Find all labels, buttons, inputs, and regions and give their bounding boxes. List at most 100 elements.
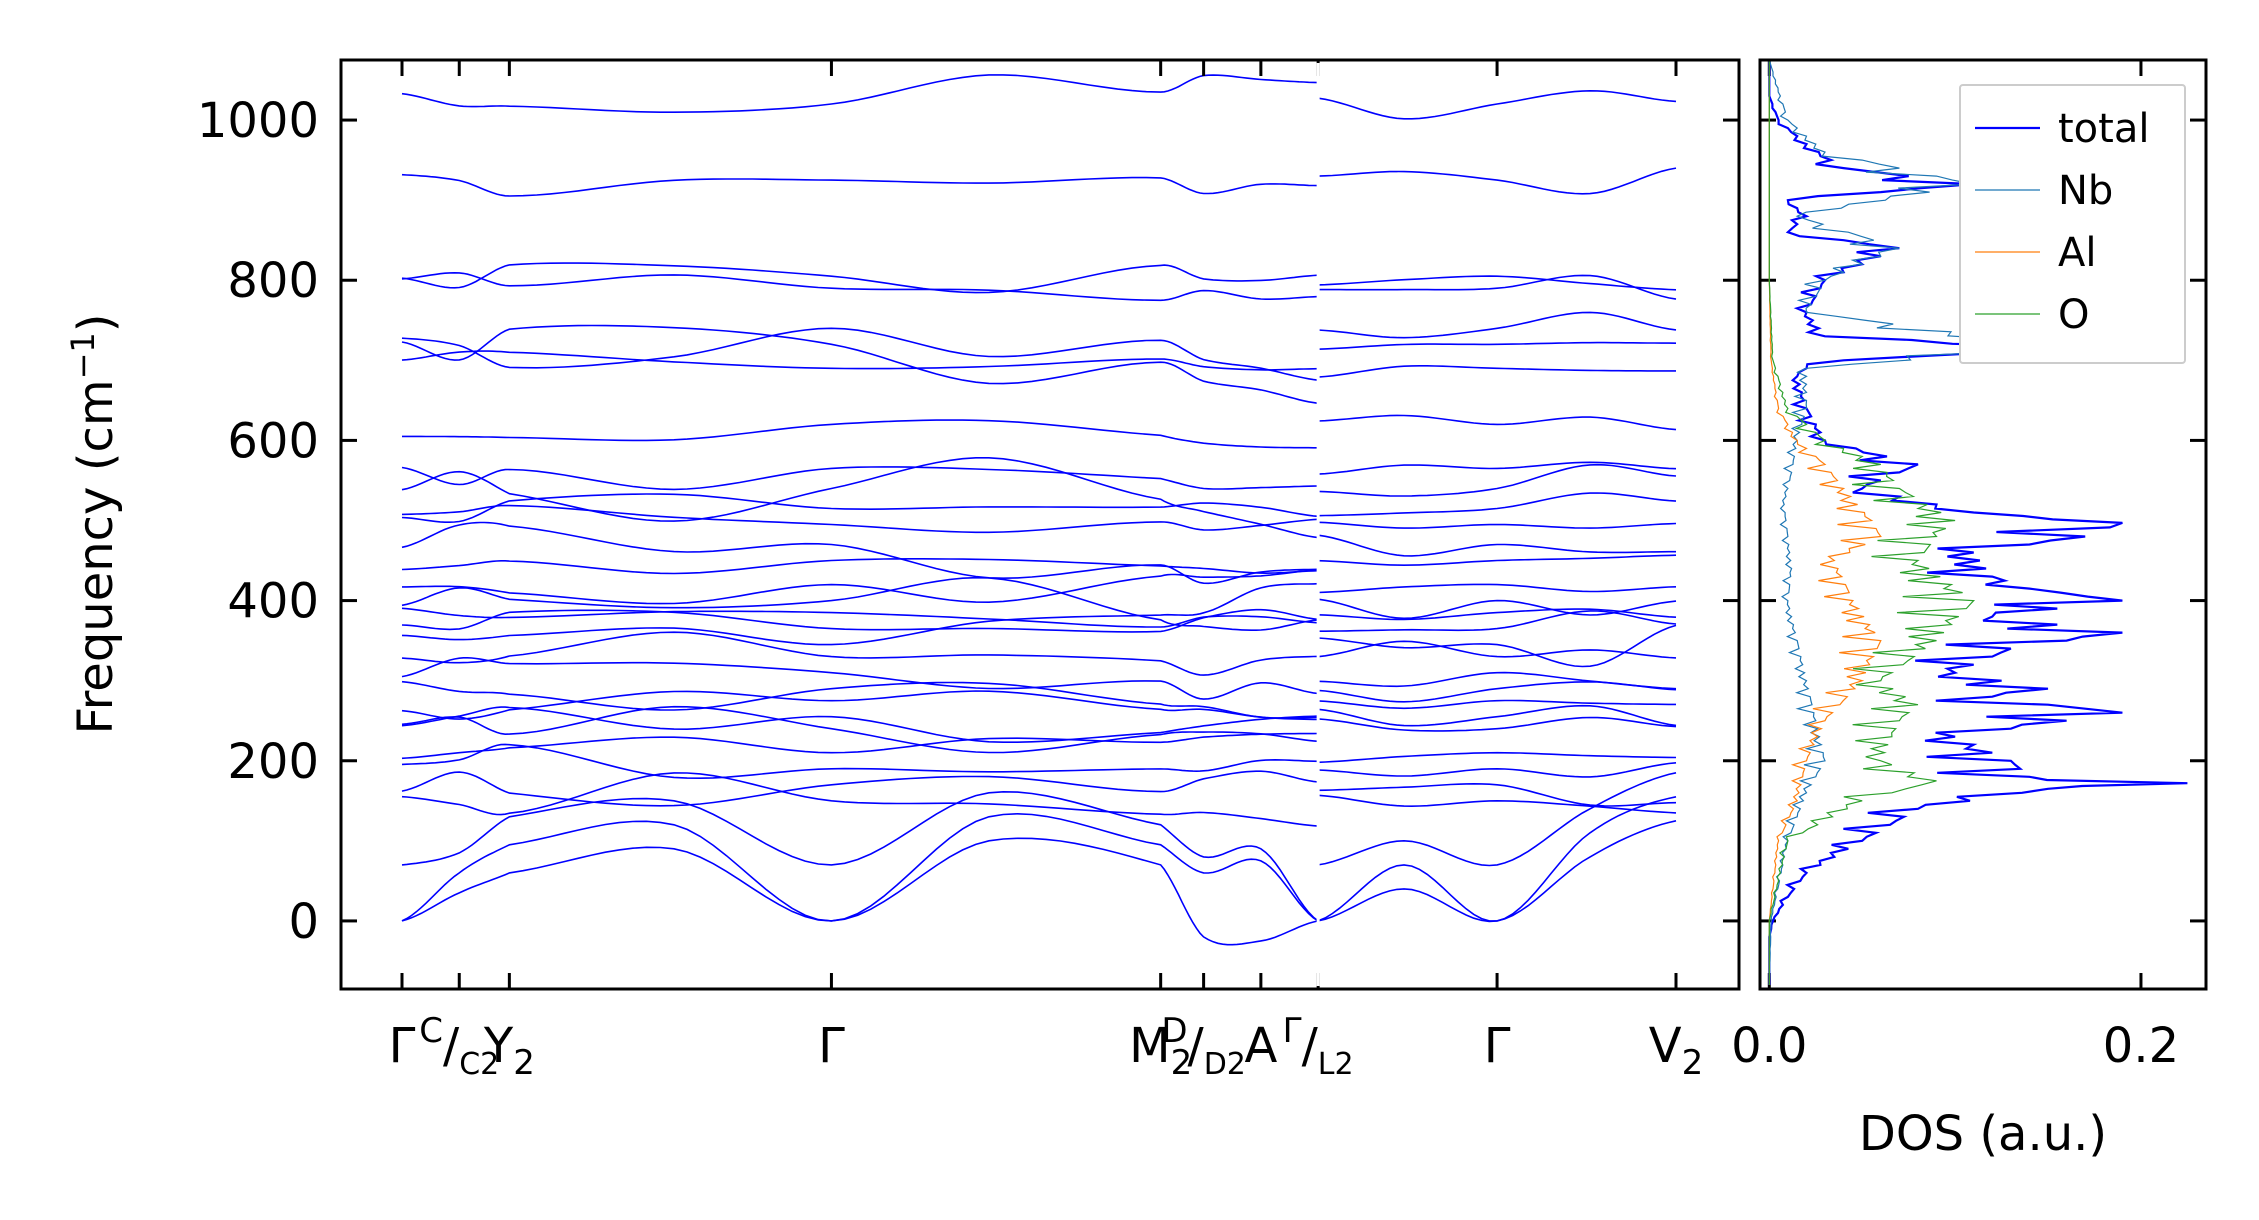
y-axis-title-close: ) bbox=[68, 313, 124, 332]
phonon-band bbox=[401, 770, 1319, 807]
high-symmetry-label-c-c2: C/C2 bbox=[419, 1011, 499, 1082]
phonon-band bbox=[401, 262, 1319, 294]
phonon-band bbox=[1317, 772, 1677, 867]
phonon-band bbox=[401, 732, 1319, 760]
phonon-band bbox=[1318, 414, 1677, 431]
phonon-band bbox=[401, 772, 1319, 827]
high-symmetry-label-g2: Γ bbox=[818, 1018, 845, 1074]
phonon-band bbox=[401, 631, 1319, 676]
dos-series-o bbox=[1768, 60, 1976, 985]
dos-panel: 0.0 0.2 DOS (a.u.) total Nb Al O bbox=[1731, 58, 2208, 1162]
phonon-band bbox=[401, 608, 1319, 633]
phonon-band bbox=[1318, 610, 1677, 632]
dos-x-tick-labels: 0.0 0.2 bbox=[1731, 1018, 2179, 1074]
phonon-band bbox=[401, 504, 1319, 534]
phonon-band bbox=[1317, 89, 1677, 120]
phonon-band bbox=[401, 706, 1319, 743]
high-symmetry-label-m2: M2 bbox=[1129, 1018, 1192, 1083]
dos-axes-frame bbox=[1758, 58, 2208, 991]
legend-label-o: O bbox=[2058, 292, 2089, 338]
band-lines bbox=[401, 74, 1677, 946]
high-symmetry-label-g1: Γ bbox=[389, 1018, 416, 1074]
y-axis-title-main: Frequency (cm bbox=[68, 379, 124, 734]
phonon-band bbox=[1318, 341, 1677, 350]
y-tick-label: 0 bbox=[288, 894, 319, 950]
phonon-band bbox=[401, 327, 1319, 381]
phonon-band bbox=[1318, 492, 1677, 517]
phonon-band bbox=[1318, 624, 1677, 668]
phonon-band bbox=[1318, 311, 1677, 339]
y-axis-title: Frequency (cm−1) bbox=[64, 313, 124, 734]
high-symmetry-label-v2: V2 bbox=[1649, 1018, 1703, 1083]
y-axis-title-sup: −1 bbox=[64, 332, 102, 379]
phonon-band bbox=[401, 680, 1319, 719]
phonon-band bbox=[401, 790, 1319, 922]
phonon-band bbox=[401, 271, 1319, 302]
phonon-band bbox=[1318, 583, 1677, 594]
phonon-band bbox=[401, 576, 1319, 631]
phonon-band bbox=[1318, 463, 1677, 497]
phonon-band bbox=[401, 690, 1319, 721]
phonon-band bbox=[401, 582, 1319, 646]
dos-x-axis-title: DOS (a.u.) bbox=[1859, 1106, 2107, 1162]
phonon-band bbox=[1318, 167, 1677, 195]
dos-x-tick-label: 0.0 bbox=[1731, 1018, 1807, 1074]
phonon-band bbox=[1318, 782, 1677, 807]
phonon-band bbox=[401, 324, 1319, 405]
high-symmetry-label-d-d2: D/D2 bbox=[1161, 1011, 1246, 1082]
phonon-band bbox=[401, 558, 1319, 575]
phonon-band bbox=[1318, 699, 1676, 710]
phonon-band bbox=[1318, 275, 1677, 291]
phonon-band bbox=[1318, 521, 1677, 529]
dos-series-total bbox=[1768, 60, 2188, 985]
phonon-band bbox=[401, 812, 1319, 922]
legend-label-total: total bbox=[2058, 106, 2149, 152]
phonon-band bbox=[1318, 274, 1677, 300]
dos-series-nb bbox=[1768, 60, 2067, 986]
phonon-band bbox=[1317, 598, 1677, 620]
phonon-band bbox=[401, 837, 1319, 946]
phonon-band bbox=[401, 607, 1319, 628]
y-tick-label: 800 bbox=[227, 253, 319, 309]
phonon-band bbox=[401, 705, 1319, 754]
phonon-band bbox=[1318, 671, 1677, 690]
phonon-band bbox=[1318, 762, 1677, 778]
phonon-band bbox=[1318, 461, 1677, 475]
y-tick-label: 1000 bbox=[197, 93, 319, 149]
phonon-band bbox=[1318, 554, 1677, 567]
phonon-band bbox=[401, 74, 1319, 113]
high-symmetry-label-g-l2: Γ/L2 bbox=[1283, 1011, 1354, 1082]
y-tick-label: 200 bbox=[227, 734, 319, 790]
y-tick-label: 400 bbox=[227, 574, 319, 630]
high-symmetry-label-g3: Γ bbox=[1484, 1018, 1511, 1074]
phonon-band bbox=[402, 569, 1319, 605]
legend-frame bbox=[1959, 84, 2186, 364]
phonon-band bbox=[1318, 716, 1677, 732]
dos-x-tick-label: 0.2 bbox=[2103, 1018, 2179, 1074]
phonon-band bbox=[1317, 534, 1676, 557]
phonon-band bbox=[401, 173, 1319, 197]
phonon-band bbox=[401, 657, 1319, 700]
legend-label-al: Al bbox=[2058, 230, 2096, 276]
phonon-band bbox=[1318, 794, 1677, 814]
band-y-tick-labels: 0 200 400 600 800 1000 bbox=[197, 93, 319, 950]
legend-label-nb: Nb bbox=[2058, 168, 2113, 214]
high-symmetry-label-a: A bbox=[1244, 1018, 1277, 1074]
y-tick-label: 600 bbox=[227, 413, 319, 469]
dos-lines bbox=[1768, 60, 2188, 986]
phonon-band bbox=[1318, 365, 1676, 378]
phonon-band bbox=[401, 521, 1319, 585]
phonon-band bbox=[401, 457, 1319, 539]
phonon-band bbox=[401, 493, 1319, 523]
band-axes-frame bbox=[339, 58, 1741, 991]
phonon-band bbox=[1317, 796, 1677, 922]
dos-legend: total Nb Al O bbox=[1959, 84, 2186, 364]
phonon-band bbox=[401, 350, 1319, 371]
band-axis-ticks bbox=[341, 60, 2206, 989]
phonon-band bbox=[1318, 704, 1677, 727]
phonon-band bbox=[401, 466, 1319, 491]
